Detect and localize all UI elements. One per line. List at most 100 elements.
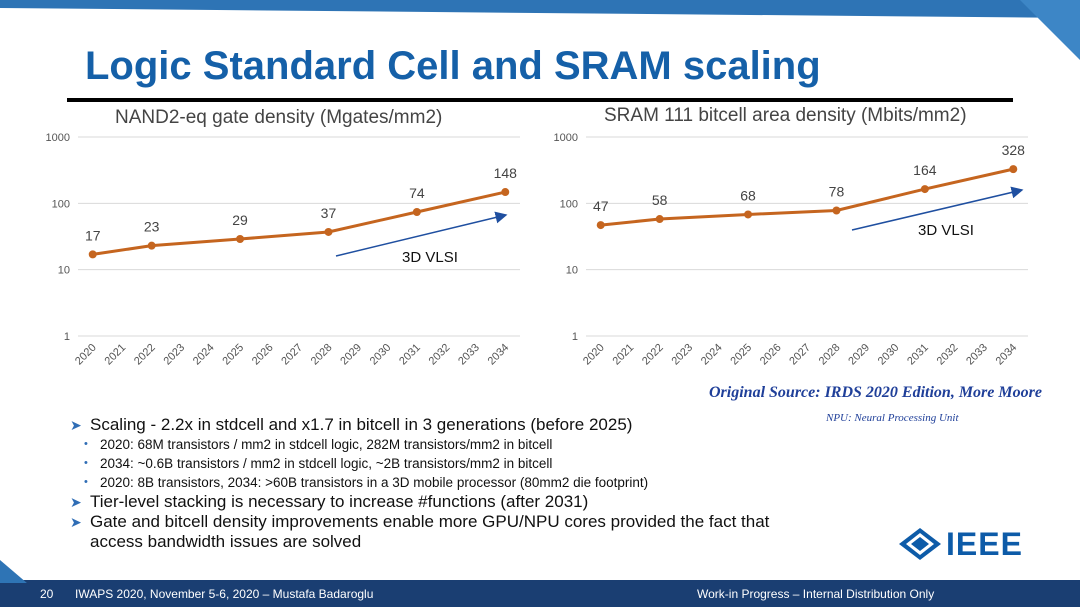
data-label: 37	[321, 205, 337, 221]
arrow-bullet-icon: ➤	[70, 494, 82, 510]
x-tick-label: 2030	[876, 342, 902, 368]
data-point	[324, 227, 333, 236]
title-underline	[67, 98, 1013, 102]
arrow-bullet-icon: ➤	[70, 514, 82, 530]
x-tick-label: 2034	[486, 342, 512, 368]
x-tick-label: 2027	[787, 342, 813, 368]
chart2-title: SRAM 111 bitcell area density (Mbits/mm2…	[604, 105, 967, 126]
x-tick-label: 2033	[964, 342, 990, 368]
data-label: 164	[913, 162, 937, 178]
series-line	[600, 167, 1014, 227]
data-label: 58	[652, 192, 668, 208]
y-tick-label: 100	[52, 198, 70, 210]
sub-bullet-item: • 2020: 8B transistors, 2034: >60B trans…	[80, 473, 790, 492]
x-tick-label: 2024	[699, 342, 725, 368]
data-point	[88, 250, 97, 259]
x-tick-label: 2024	[191, 342, 217, 368]
data-label: 148	[494, 165, 518, 181]
x-tick-label: 2032	[935, 342, 961, 368]
y-tick-label: 1	[64, 331, 70, 343]
x-tick-label: 2023	[669, 342, 695, 368]
x-tick-label: 2020	[581, 342, 607, 368]
data-point	[147, 241, 156, 250]
series-line	[92, 190, 506, 256]
x-tick-label: 2032	[427, 342, 453, 368]
bullet-item: ➤ Gate and bitcell density improvements …	[70, 512, 790, 552]
y-tick-label: 1	[572, 331, 578, 343]
x-tick-label: 2026	[758, 342, 784, 368]
page-number: 20	[40, 587, 54, 601]
bullet-item: ➤ Scaling - 2.2x in stdcell and x1.7 in …	[70, 415, 790, 435]
x-tick-label: 2025	[220, 342, 246, 368]
x-tick-label: 2034	[994, 342, 1020, 368]
dot-bullet-icon: •	[84, 438, 88, 450]
x-tick-label: 2026	[250, 342, 276, 368]
data-point	[655, 215, 664, 224]
data-label: 78	[829, 183, 845, 199]
chart1-title: NAND2-eq gate density (Mgates/mm2)	[115, 107, 443, 128]
footer-conference: IWAPS 2020, November 5-6, 2020 – Mustafa…	[75, 587, 374, 601]
data-point	[920, 185, 929, 194]
sub-bullet-text: 2020: 68M transistors / mm2 in stdcell l…	[100, 437, 553, 452]
y-tick-label: 10	[58, 265, 70, 277]
dot-bullet-icon: •	[84, 457, 88, 469]
dot-bullet-icon: •	[84, 476, 88, 488]
top-band	[0, 0, 1080, 18]
data-point	[596, 221, 605, 230]
footer-disclaimer: Work-in Progress – Internal Distribution…	[697, 587, 935, 601]
sub-bullet-text: 2020: 8B transistors, 2034: >60B transis…	[100, 475, 649, 490]
x-tick-label: 2028	[309, 342, 335, 368]
y-tick-label: 1000	[46, 132, 70, 144]
y-tick-label: 10	[566, 265, 578, 277]
sub-bullet-item: • 2034: ~0.6B transistors / mm2 in stdce…	[80, 454, 790, 473]
x-tick-label: 2022	[132, 342, 158, 368]
x-tick-label: 2023	[161, 342, 187, 368]
footer-bar: 20 IWAPS 2020, November 5-6, 2020 – Must…	[0, 583, 1080, 607]
x-tick-label: 2025	[728, 342, 754, 368]
x-tick-label: 2020	[73, 342, 99, 368]
x-tick-label: 2030	[368, 342, 394, 368]
trend-arrow	[335, 211, 508, 257]
sub-bullet-text: 2034: ~0.6B transistors / mm2 in stdcell…	[100, 456, 553, 471]
sub-bullet-item: • 2020: 68M transistors / mm2 in stdcell…	[80, 435, 790, 454]
bullet-text: Gate and bitcell density improvements en…	[90, 512, 770, 551]
data-label: 328	[1002, 142, 1026, 158]
bullet-text: Tier-level stacking is necessary to incr…	[90, 492, 589, 511]
data-point	[501, 188, 510, 197]
trend-arrow	[851, 186, 1024, 231]
x-tick-label: 2027	[279, 342, 305, 368]
bullet-item: ➤ Tier-level stacking is necessary to in…	[70, 492, 790, 512]
data-point	[412, 208, 421, 217]
x-tick-label: 2033	[456, 342, 482, 368]
data-label: 74	[409, 185, 425, 201]
x-tick-label: 2021	[103, 342, 129, 368]
x-tick-label: 2021	[611, 342, 637, 368]
x-tick-label: 2031	[397, 342, 423, 368]
data-point	[832, 206, 841, 215]
data-point	[1009, 165, 1018, 174]
x-tick-label: 2028	[817, 342, 843, 368]
x-tick-label: 2031	[905, 342, 931, 368]
x-tick-label: 2029	[846, 342, 872, 368]
ieee-logo-text: IEEE	[946, 526, 1023, 562]
bullet-list: ➤ Scaling - 2.2x in stdcell and x1.7 in …	[70, 415, 790, 552]
bullet-text: Scaling - 2.2x in stdcell and x1.7 in bi…	[90, 415, 633, 434]
data-label: 47	[593, 198, 609, 214]
arrow-bullet-icon: ➤	[70, 417, 82, 433]
y-tick-label: 1000	[554, 132, 578, 144]
y-tick-label: 100	[560, 198, 578, 210]
top-right-corner	[1020, 0, 1080, 60]
annotation-label: 3D VLSI	[918, 222, 974, 239]
data-point	[744, 210, 753, 219]
page-title: Logic Standard Cell and SRAM scaling	[85, 44, 821, 88]
data-point	[236, 234, 245, 243]
x-tick-label: 2022	[640, 342, 666, 368]
data-label: 23	[144, 219, 160, 235]
data-label: 29	[232, 212, 248, 228]
npu-note: NPU: Neural Processing Unit	[826, 412, 959, 424]
data-label: 17	[85, 227, 101, 243]
ieee-diamond-icon	[899, 528, 941, 560]
annotation-label: 3D VLSI	[402, 249, 458, 266]
